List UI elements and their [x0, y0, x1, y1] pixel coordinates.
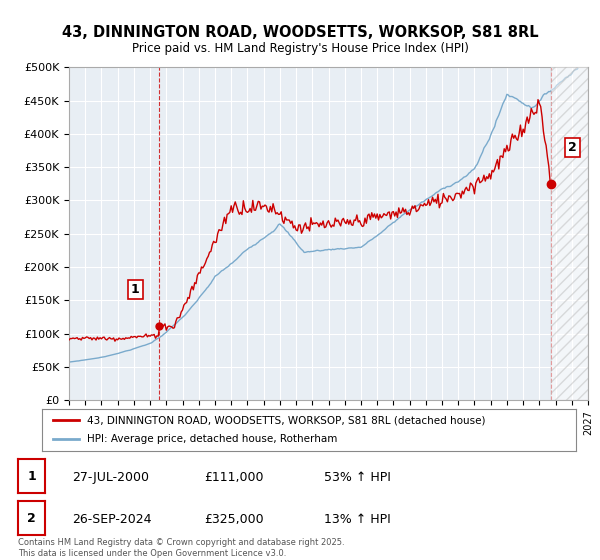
Text: 2: 2	[27, 511, 36, 525]
Text: £325,000: £325,000	[204, 513, 263, 526]
Text: 26-SEP-2024: 26-SEP-2024	[72, 513, 151, 526]
Text: 27-JUL-2000: 27-JUL-2000	[72, 471, 149, 484]
Text: 43, DINNINGTON ROAD, WOODSETTS, WORKSOP, S81 8RL (detached house): 43, DINNINGTON ROAD, WOODSETTS, WORKSOP,…	[88, 415, 486, 425]
Text: Contains HM Land Registry data © Crown copyright and database right 2025.
This d: Contains HM Land Registry data © Crown c…	[18, 538, 344, 558]
Text: 1: 1	[131, 283, 139, 296]
Text: £111,000: £111,000	[204, 471, 263, 484]
Text: 43, DINNINGTON ROAD, WOODSETTS, WORKSOP, S81 8RL: 43, DINNINGTON ROAD, WOODSETTS, WORKSOP,…	[62, 25, 538, 40]
Text: 2: 2	[568, 141, 577, 153]
Text: 1: 1	[27, 469, 36, 483]
Text: 53% ↑ HPI: 53% ↑ HPI	[324, 471, 391, 484]
Text: 13% ↑ HPI: 13% ↑ HPI	[324, 513, 391, 526]
Text: HPI: Average price, detached house, Rotherham: HPI: Average price, detached house, Roth…	[88, 435, 338, 445]
Text: Price paid vs. HM Land Registry's House Price Index (HPI): Price paid vs. HM Land Registry's House …	[131, 42, 469, 55]
